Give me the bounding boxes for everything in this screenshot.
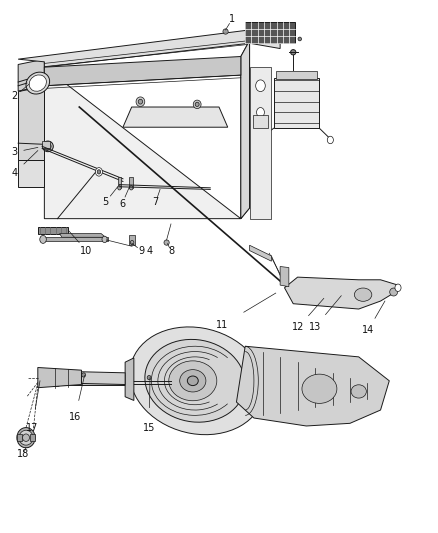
Text: 13: 13 <box>309 322 321 332</box>
Ellipse shape <box>390 288 398 296</box>
Ellipse shape <box>257 108 265 117</box>
Bar <box>253 115 268 128</box>
Polygon shape <box>38 227 68 233</box>
Ellipse shape <box>17 427 35 448</box>
Text: 15: 15 <box>143 423 155 433</box>
Ellipse shape <box>95 167 102 176</box>
Ellipse shape <box>262 109 268 116</box>
Text: 7: 7 <box>152 197 159 207</box>
Polygon shape <box>60 233 106 237</box>
Bar <box>118 177 121 188</box>
Ellipse shape <box>258 136 264 144</box>
Ellipse shape <box>26 72 49 94</box>
Ellipse shape <box>223 29 228 34</box>
Ellipse shape <box>193 100 201 109</box>
Text: 16: 16 <box>69 412 81 422</box>
Polygon shape <box>285 277 398 309</box>
Ellipse shape <box>55 376 60 383</box>
Text: 4: 4 <box>11 168 18 178</box>
Polygon shape <box>18 160 44 187</box>
Polygon shape <box>123 107 228 127</box>
Ellipse shape <box>354 288 372 301</box>
Bar <box>30 434 35 441</box>
Text: 9: 9 <box>138 246 145 255</box>
Polygon shape <box>274 78 319 128</box>
Polygon shape <box>40 237 108 241</box>
Ellipse shape <box>81 373 85 377</box>
Ellipse shape <box>262 101 268 108</box>
Polygon shape <box>81 372 125 384</box>
Ellipse shape <box>187 376 198 385</box>
Text: 11: 11 <box>216 320 229 330</box>
Ellipse shape <box>302 374 337 403</box>
Polygon shape <box>280 266 289 287</box>
Bar <box>130 177 133 188</box>
Text: 6: 6 <box>119 199 125 209</box>
Ellipse shape <box>164 240 169 245</box>
Polygon shape <box>44 56 241 86</box>
Ellipse shape <box>97 169 101 174</box>
Ellipse shape <box>118 185 121 190</box>
Ellipse shape <box>298 37 301 41</box>
Ellipse shape <box>53 373 62 386</box>
Ellipse shape <box>290 50 296 55</box>
Text: 1: 1 <box>229 14 235 25</box>
Ellipse shape <box>42 141 53 152</box>
Polygon shape <box>18 59 44 91</box>
Ellipse shape <box>138 99 143 104</box>
Ellipse shape <box>130 185 133 190</box>
Text: 5: 5 <box>102 197 109 207</box>
Polygon shape <box>125 358 134 400</box>
Polygon shape <box>38 368 81 387</box>
Ellipse shape <box>131 240 134 245</box>
Text: 18: 18 <box>17 449 29 459</box>
Bar <box>245 22 295 43</box>
Polygon shape <box>18 86 44 160</box>
Ellipse shape <box>180 369 206 392</box>
Text: 3: 3 <box>11 147 18 157</box>
Text: 14: 14 <box>362 325 374 335</box>
Bar <box>276 71 317 79</box>
Ellipse shape <box>29 75 46 91</box>
Polygon shape <box>44 41 250 219</box>
Ellipse shape <box>130 327 265 435</box>
Ellipse shape <box>45 143 51 150</box>
Ellipse shape <box>169 361 217 401</box>
Polygon shape <box>250 67 272 219</box>
Ellipse shape <box>327 136 333 144</box>
Bar <box>42 141 50 149</box>
Ellipse shape <box>351 385 366 398</box>
Ellipse shape <box>19 430 33 445</box>
Polygon shape <box>250 245 272 261</box>
Ellipse shape <box>102 236 107 243</box>
Polygon shape <box>241 41 250 219</box>
Ellipse shape <box>22 434 29 441</box>
Polygon shape <box>57 375 130 384</box>
Bar <box>17 434 21 441</box>
Text: 10: 10 <box>80 246 92 255</box>
Ellipse shape <box>147 375 151 379</box>
Text: 12: 12 <box>292 322 305 332</box>
Bar <box>130 235 135 245</box>
Polygon shape <box>18 30 280 67</box>
Ellipse shape <box>195 102 199 107</box>
Ellipse shape <box>256 80 265 92</box>
Text: 17: 17 <box>26 423 38 433</box>
Ellipse shape <box>136 97 145 107</box>
Text: 8: 8 <box>168 246 174 255</box>
Text: 2: 2 <box>11 91 18 101</box>
Polygon shape <box>237 346 389 426</box>
Ellipse shape <box>145 340 245 422</box>
Ellipse shape <box>395 284 401 292</box>
Ellipse shape <box>40 236 46 244</box>
Text: 4: 4 <box>146 246 152 255</box>
